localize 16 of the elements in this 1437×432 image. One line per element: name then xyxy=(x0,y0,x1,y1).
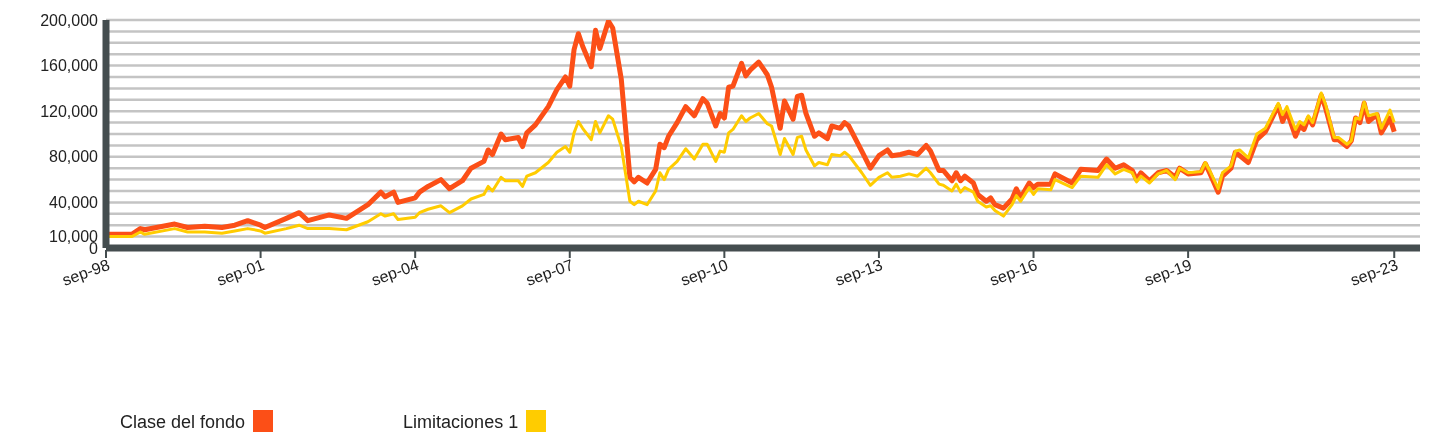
x-tick-label: sep-04 xyxy=(369,255,422,289)
x-tick-label: sep-10 xyxy=(678,255,731,289)
x-tick-label: sep-13 xyxy=(832,255,885,289)
x-tick-label: sep-23 xyxy=(1348,255,1401,289)
x-tick-label: sep-19 xyxy=(1142,255,1195,289)
x-tick-label: sep-16 xyxy=(987,255,1040,289)
y-tick-label: 160,000 xyxy=(40,57,99,75)
y-tick-label: 120,000 xyxy=(40,102,99,120)
x-tick-label: sep-98 xyxy=(60,255,112,289)
legend-label: Clase del fondo xyxy=(120,411,246,432)
x-tick-label: sep-07 xyxy=(523,255,576,289)
legend-label: Limitaciones 1 xyxy=(403,411,519,432)
x-tick-label: sep-01 xyxy=(214,255,267,289)
y-tick-label: 80,000 xyxy=(49,148,99,166)
y-tick-label: 200,000 xyxy=(40,11,99,29)
y-tick-label: 40,000 xyxy=(49,194,99,212)
